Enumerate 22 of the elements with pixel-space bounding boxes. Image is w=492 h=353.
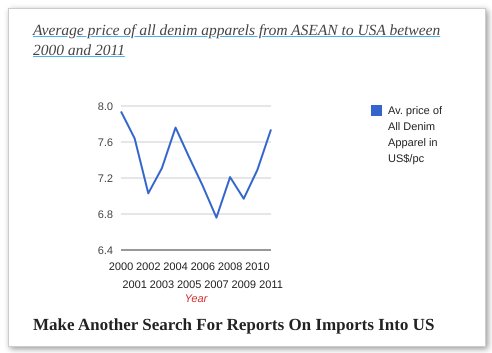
chart-title: Average price of all denim apparels from ASEAN to USA between 2000 and 2011: [33, 21, 442, 61]
y-tick-label: 6.4: [98, 244, 113, 257]
x-tick-label: 2006: [190, 261, 216, 273]
x-tick-label: 2009: [231, 279, 256, 291]
line-series: [120, 110, 272, 219]
x-tick-label: 2010: [245, 261, 270, 273]
x-tick-label: 2005: [176, 279, 202, 291]
x-tick-label: 2000: [108, 261, 134, 273]
x-tick-label: 2007: [204, 279, 229, 291]
text: Make Another Search For Reports On Imports Into US: [33, 315, 434, 335]
x-tick-label: 2003: [150, 279, 174, 291]
y-tick-label: 7.6: [98, 136, 113, 149]
legend-label: Av. price of All Denim Apparel in US$/pc: [388, 104, 443, 167]
y-tick-label: 8.0: [98, 100, 113, 113]
x-axis-title: Year: [184, 293, 209, 305]
x-tick-label: 2002: [136, 261, 161, 273]
y-tick-label: 7.2: [98, 172, 113, 185]
y-tick-label: 6.8: [98, 208, 113, 221]
x-tick-label: 2011: [259, 279, 283, 291]
x-tick-label: 2008: [218, 261, 242, 273]
x-tick-label: 2004: [163, 261, 188, 273]
x-tick-label: 2001: [122, 279, 147, 291]
